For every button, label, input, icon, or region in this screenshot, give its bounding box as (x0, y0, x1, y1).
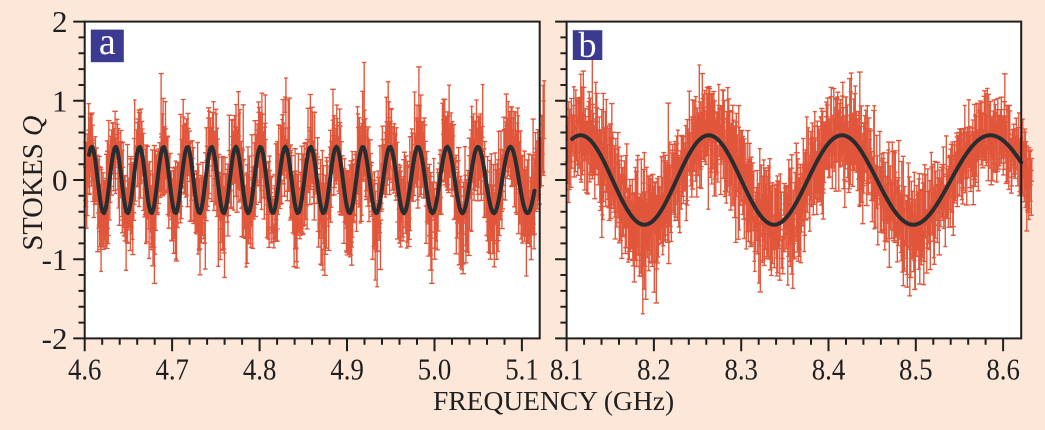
svg-text:a: a (99, 21, 116, 63)
svg-text:8.3: 8.3 (724, 351, 758, 386)
svg-text:5.0: 5.0 (418, 351, 452, 386)
svg-text:2: 2 (52, 4, 68, 39)
svg-text:FREQUENCY (GHz): FREQUENCY (GHz) (433, 385, 674, 416)
svg-text:-1: -1 (42, 242, 68, 277)
svg-text:8.1: 8.1 (550, 351, 584, 386)
svg-text:8.2: 8.2 (637, 351, 671, 386)
svg-text:0: 0 (52, 163, 68, 198)
svg-text:-2: -2 (42, 321, 68, 356)
svg-text:8.4: 8.4 (812, 351, 846, 386)
svg-text:5.1: 5.1 (505, 351, 539, 386)
svg-text:STOKES Q: STOKES Q (18, 115, 49, 250)
svg-text:4.8: 4.8 (243, 351, 277, 386)
svg-text:8.5: 8.5 (899, 351, 933, 386)
svg-text:4.6: 4.6 (68, 351, 102, 386)
svg-text:4.7: 4.7 (155, 351, 189, 386)
svg-text:4.9: 4.9 (330, 351, 364, 386)
svg-text:1: 1 (52, 83, 68, 118)
svg-text:b: b (579, 25, 597, 65)
svg-text:8.6: 8.6 (986, 351, 1020, 386)
